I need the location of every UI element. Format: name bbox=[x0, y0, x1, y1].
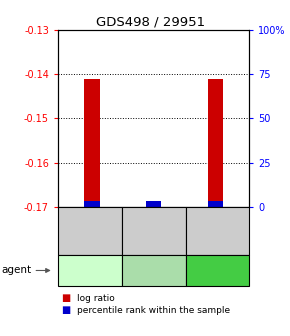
Text: IFNg: IFNg bbox=[77, 265, 102, 276]
Bar bbox=[146, 202, 162, 207]
Text: TNFa: TNFa bbox=[140, 265, 167, 276]
Text: ■: ■ bbox=[61, 305, 70, 315]
Text: log ratio: log ratio bbox=[77, 294, 115, 303]
Text: percentile rank within the sample: percentile rank within the sample bbox=[77, 306, 230, 314]
Text: ■: ■ bbox=[61, 293, 70, 303]
Bar bbox=[208, 201, 223, 207]
Bar bbox=[84, 79, 100, 207]
Text: IL4: IL4 bbox=[209, 265, 226, 276]
Bar bbox=[84, 201, 100, 207]
Text: GSM8749: GSM8749 bbox=[85, 209, 95, 253]
Text: GSM8754: GSM8754 bbox=[149, 209, 158, 253]
Bar bbox=[208, 79, 223, 207]
Bar bbox=[146, 201, 162, 207]
Text: GSM8759: GSM8759 bbox=[213, 209, 222, 253]
Text: agent: agent bbox=[1, 265, 32, 276]
Text: GDS498 / 29951: GDS498 / 29951 bbox=[96, 15, 205, 28]
